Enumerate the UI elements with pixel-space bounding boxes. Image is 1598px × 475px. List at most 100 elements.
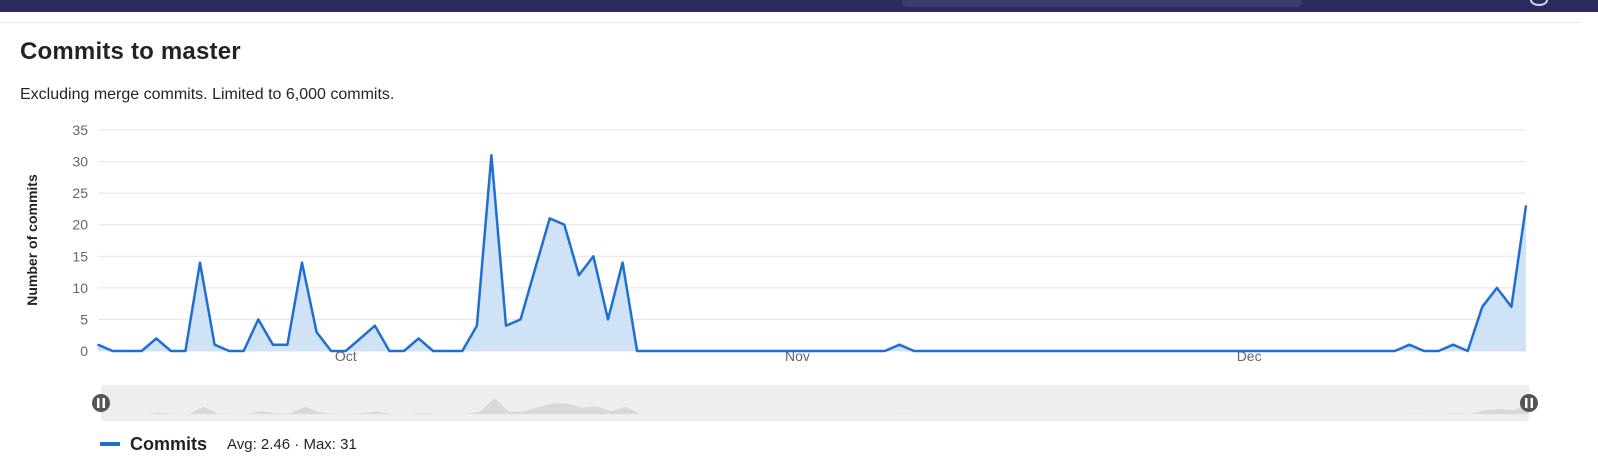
- data-point: [126, 350, 128, 352]
- data-point: [155, 337, 158, 340]
- data-point: [1073, 350, 1076, 352]
- data-point: [1233, 350, 1236, 352]
- data-point: [840, 350, 842, 352]
- data-point: [1117, 350, 1119, 352]
- data-point: [1058, 350, 1061, 352]
- data-point: [1277, 350, 1280, 352]
- data-point: [942, 350, 944, 352]
- data-point: [796, 350, 799, 352]
- data-point: [1248, 350, 1250, 352]
- data-point: [578, 274, 580, 277]
- navigator-left-handle[interactable]: [92, 394, 110, 412]
- data-point: [1437, 350, 1440, 352]
- data-point: [476, 324, 478, 327]
- data-point: [811, 350, 813, 352]
- y-axis-label: Number of commits: [24, 174, 40, 306]
- data-point: [330, 350, 332, 352]
- data-point: [1510, 306, 1513, 308]
- data-point: [1160, 350, 1163, 352]
- page-subtitle: Excluding merge commits. Limited to 6,00…: [20, 86, 395, 103]
- data-point: [403, 350, 405, 352]
- data-point: [97, 343, 99, 346]
- data-point: [1262, 350, 1265, 352]
- data-point: [854, 350, 857, 352]
- data-point: [1335, 350, 1338, 352]
- y-tick-label: 10: [72, 280, 88, 296]
- data-point: [1350, 350, 1352, 352]
- data-point: [782, 350, 784, 352]
- data-point: [694, 350, 697, 352]
- data-point: [592, 255, 595, 258]
- y-tick-label: 5: [80, 311, 88, 327]
- data-point: [680, 350, 682, 352]
- y-axis-ticks: 0 5 10 15 20 25 30 35: [72, 122, 88, 359]
- data-point: [199, 261, 201, 264]
- data-point: [1306, 350, 1309, 352]
- data-point: [374, 324, 376, 327]
- data-point: [927, 350, 930, 352]
- data-point: [1292, 350, 1294, 352]
- data-point: [417, 337, 420, 340]
- data-point: [1175, 350, 1178, 352]
- y-tick-label: 25: [72, 185, 88, 201]
- data-point: [1000, 350, 1003, 352]
- data-point: [519, 318, 522, 321]
- data-point: [738, 350, 740, 352]
- y-tick-label: 35: [72, 122, 88, 138]
- data-point: [971, 350, 974, 352]
- data-point: [709, 350, 711, 352]
- data-point: [607, 318, 609, 321]
- data-point: [898, 343, 901, 346]
- data-point: [534, 268, 536, 270]
- data-point: [1525, 204, 1527, 207]
- data-point: [213, 343, 216, 346]
- data-point: [621, 261, 624, 264]
- data-point: [1496, 287, 1498, 289]
- data-point: [1394, 350, 1396, 352]
- y-tick-label: 0: [80, 343, 88, 359]
- data-point: [228, 350, 230, 352]
- data-point: [1146, 350, 1148, 352]
- y-tick-label: 15: [72, 248, 88, 264]
- data-point: [1204, 350, 1207, 352]
- data-point: [446, 350, 449, 352]
- header-search-box[interactable]: [902, 0, 1302, 7]
- chart-legend[interactable]: Commits Avg: 2.46 · Max: 31: [100, 432, 357, 456]
- data-point: [1015, 350, 1017, 352]
- data-point: [825, 350, 828, 352]
- data-point: [1190, 350, 1192, 352]
- y-tick-label: 30: [72, 154, 88, 170]
- chart-points: [97, 154, 1527, 352]
- data-point: [184, 350, 187, 352]
- commits-panel: [0, 22, 1582, 475]
- y-tick-label: 20: [72, 217, 88, 233]
- data-point: [1219, 350, 1221, 352]
- data-point: [636, 350, 638, 352]
- data-point: [344, 350, 347, 352]
- navigator[interactable]: [101, 385, 1529, 421]
- data-point: [461, 350, 464, 352]
- data-point: [869, 350, 872, 352]
- data-point: [1102, 350, 1105, 352]
- data-point: [563, 223, 566, 226]
- data-point: [1364, 350, 1367, 352]
- data-point: [1131, 350, 1134, 352]
- navigator-right-handle[interactable]: [1520, 394, 1538, 412]
- data-point: [723, 350, 726, 352]
- data-point: [956, 350, 959, 352]
- data-point: [752, 350, 755, 352]
- data-point: [505, 324, 507, 327]
- data-point: [1088, 350, 1090, 352]
- data-point: [286, 343, 289, 346]
- data-point: [301, 261, 303, 264]
- data-point: [665, 350, 668, 352]
- data-point: [767, 350, 770, 352]
- data-point: [388, 350, 391, 352]
- data-point: [1044, 350, 1046, 352]
- data-point: [913, 350, 915, 352]
- legend-swatch: [100, 442, 120, 446]
- data-point: [1379, 350, 1382, 352]
- data-point: [1408, 343, 1411, 346]
- data-point: [490, 154, 493, 157]
